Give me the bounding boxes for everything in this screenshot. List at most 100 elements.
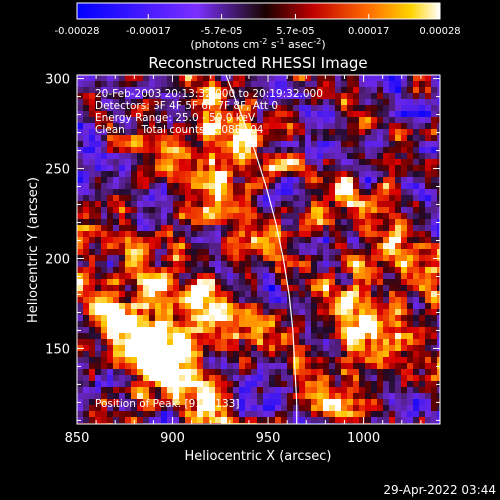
heatmap-cell <box>143 345 150 352</box>
heatmap-cell <box>347 243 354 250</box>
heatmap-cell <box>113 213 120 220</box>
heatmap-cell <box>431 261 438 268</box>
heatmap-cell <box>317 189 324 196</box>
heatmap-cell <box>359 291 366 298</box>
heatmap-cell <box>281 285 288 292</box>
heatmap-cell <box>101 117 108 124</box>
heatmap-cell <box>251 411 258 418</box>
heatmap-cell <box>143 297 150 304</box>
heatmap-cell <box>311 93 318 100</box>
heatmap-cell <box>107 267 114 274</box>
heatmap-cell <box>341 315 348 322</box>
heatmap-cell <box>113 399 120 406</box>
heatmap-cell <box>209 279 216 286</box>
heatmap-cell <box>377 345 384 352</box>
heatmap-cell <box>239 99 246 106</box>
heatmap-cell <box>341 219 348 226</box>
heatmap-cell <box>137 243 144 250</box>
heatmap-cell <box>413 99 420 106</box>
heatmap-cell <box>257 75 264 82</box>
heatmap-cell <box>179 225 186 232</box>
heatmap-cell <box>407 105 414 112</box>
heatmap-cell <box>407 261 414 268</box>
heatmap-cell <box>257 195 264 202</box>
heatmap-cell <box>185 375 192 382</box>
heatmap-cell <box>329 219 336 226</box>
heatmap-cell <box>407 357 414 364</box>
heatmap-cell <box>185 189 192 196</box>
heatmap-cell <box>341 345 348 352</box>
heatmap-cell <box>347 81 354 88</box>
heatmap-cell <box>245 201 252 208</box>
heatmap-cell <box>413 165 420 172</box>
heatmap-cell <box>323 129 330 136</box>
heatmap-cell <box>113 273 120 280</box>
heatmap-cell <box>317 207 324 214</box>
heatmap-cell <box>335 315 342 322</box>
heatmap-cell <box>431 333 438 340</box>
heatmap-cell <box>113 231 120 238</box>
heatmap-cell <box>431 417 438 424</box>
heatmap-cell <box>191 387 198 394</box>
heatmap-cell <box>233 279 240 286</box>
heatmap-cell <box>365 99 372 106</box>
heatmap-cell <box>215 183 222 190</box>
heatmap-cell <box>425 129 432 136</box>
y-axis-label: Heliocentric Y (arcsec) <box>26 177 41 323</box>
heatmap-cell <box>371 291 378 298</box>
heatmap-cell <box>77 81 84 88</box>
heatmap-cell <box>221 357 228 364</box>
heatmap-cell <box>179 309 186 316</box>
heatmap-cell <box>419 159 426 166</box>
heatmap-cell <box>143 381 150 388</box>
heatmap-cell <box>101 393 108 400</box>
heatmap-cell <box>359 333 366 340</box>
heatmap-cell <box>203 291 210 298</box>
heatmap-cell <box>383 111 390 118</box>
heatmap-cell <box>113 405 120 412</box>
heatmap-cell <box>311 255 318 262</box>
heatmap-cell <box>155 237 162 244</box>
heatmap-cell <box>131 381 138 388</box>
heatmap-cell <box>227 159 234 166</box>
heatmap-cell <box>323 345 330 352</box>
heatmap-cell <box>185 321 192 328</box>
heatmap-cell <box>377 75 384 82</box>
heatmap-cell <box>143 321 150 328</box>
heatmap-cell <box>371 117 378 124</box>
heatmap-cell <box>113 333 120 340</box>
heatmap-cell <box>323 141 330 148</box>
heatmap-cell <box>197 321 204 328</box>
heatmap-cell <box>245 327 252 334</box>
heatmap-cell <box>305 309 312 316</box>
heatmap-cell <box>371 411 378 418</box>
heatmap-cell <box>377 93 384 100</box>
heatmap-cell <box>95 195 102 202</box>
heatmap-cell <box>317 345 324 352</box>
heatmap-cell <box>407 291 414 298</box>
heatmap-cell <box>389 147 396 154</box>
heatmap-cell <box>77 339 84 346</box>
heatmap-cell <box>383 123 390 130</box>
heatmap-cell <box>437 315 440 322</box>
heatmap-cell <box>113 243 120 250</box>
heatmap-cell <box>293 153 300 160</box>
heatmap-cell <box>419 381 426 388</box>
heatmap-cell <box>155 291 162 298</box>
heatmap-cell <box>281 195 288 202</box>
heatmap-cell <box>407 117 414 124</box>
heatmap-cell <box>119 111 126 118</box>
heatmap-cell <box>167 339 174 346</box>
heatmap-cell <box>389 171 396 178</box>
heatmap-cell <box>305 357 312 364</box>
heatmap-cell <box>185 129 192 136</box>
heatmap-cell <box>365 141 372 148</box>
heatmap-cell <box>191 339 198 346</box>
heatmap-cell <box>341 195 348 202</box>
heatmap-cell <box>401 327 408 334</box>
heatmap-cell <box>293 339 300 346</box>
heatmap-cell <box>143 129 150 136</box>
heatmap-cell <box>347 411 354 418</box>
heatmap-cell <box>287 195 294 202</box>
heatmap-cell <box>281 165 288 172</box>
